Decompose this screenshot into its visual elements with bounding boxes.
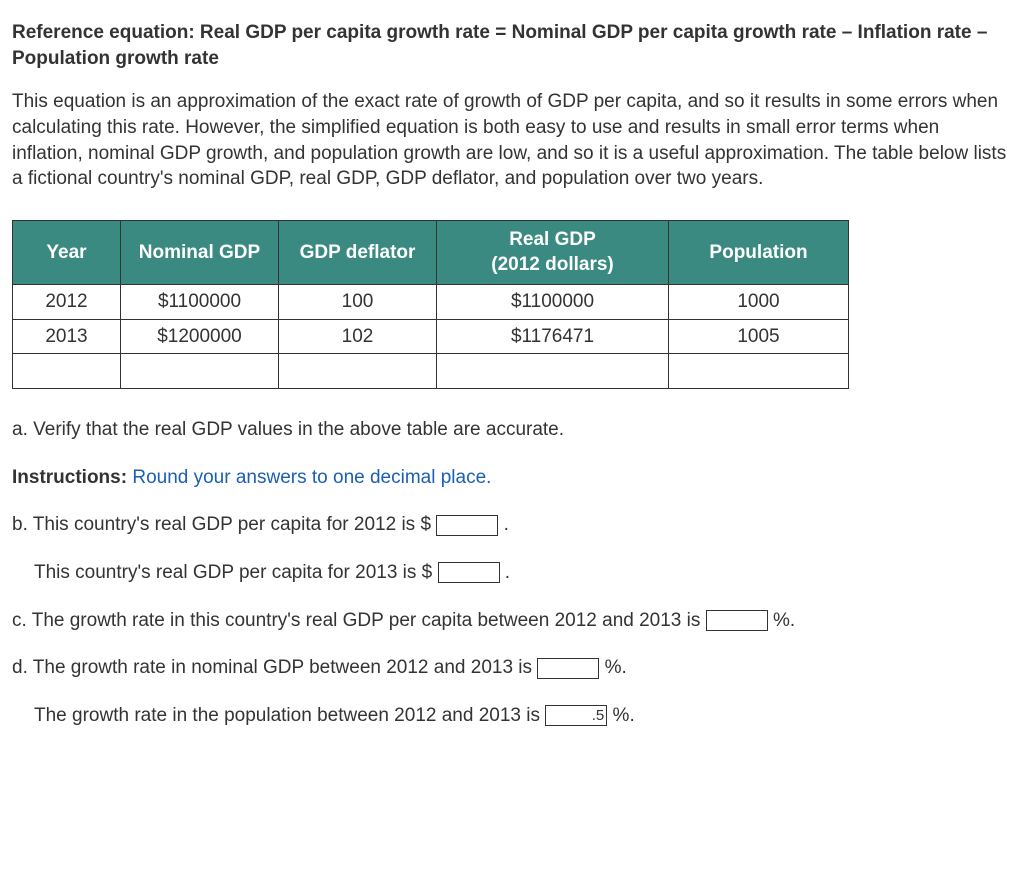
cell-real: $1176471 bbox=[437, 319, 669, 354]
question-c-pre: c. The growth rate in this country's rea… bbox=[12, 610, 706, 631]
table-header-row: Year Nominal GDP GDP deflator Real GDP (… bbox=[13, 220, 849, 284]
header-population: Population bbox=[669, 220, 849, 284]
question-b2-pre: This country's real GDP per capita for 2… bbox=[34, 562, 438, 583]
table-row: 2012 $1100000 100 $1100000 1000 bbox=[13, 285, 849, 320]
cell-pop: 1000 bbox=[669, 285, 849, 320]
cell-deflator: 102 bbox=[279, 319, 437, 354]
question-c-post: %. bbox=[768, 610, 795, 631]
header-deflator: GDP deflator bbox=[279, 220, 437, 284]
question-d2-post: %. bbox=[607, 705, 634, 726]
table-row-blank bbox=[13, 354, 849, 389]
input-b-2012[interactable] bbox=[436, 515, 498, 536]
cell-nominal: $1200000 bbox=[121, 319, 279, 354]
input-b-2013[interactable] bbox=[438, 562, 500, 583]
question-d2: The growth rate in the population betwee… bbox=[34, 703, 1012, 729]
input-d2[interactable]: .5 bbox=[545, 705, 607, 726]
question-b-post: . bbox=[498, 514, 509, 535]
header-real-line1: Real GDP bbox=[509, 229, 596, 250]
instructions-text: Round your answers to one decimal place. bbox=[127, 467, 491, 488]
question-d2-pre: The growth rate in the population betwee… bbox=[34, 705, 545, 726]
table-row: 2013 $1200000 102 $1176471 1005 bbox=[13, 319, 849, 354]
header-nominal: Nominal GDP bbox=[121, 220, 279, 284]
question-b2-post: . bbox=[500, 562, 511, 583]
input-d[interactable] bbox=[537, 658, 599, 679]
gdp-table: Year Nominal GDP GDP deflator Real GDP (… bbox=[12, 220, 849, 389]
cell-pop: 1005 bbox=[669, 319, 849, 354]
header-year: Year bbox=[13, 220, 121, 284]
cell-deflator: 100 bbox=[279, 285, 437, 320]
reference-equation: Reference equation: Real GDP per capita … bbox=[12, 20, 1012, 71]
cell-year: 2012 bbox=[13, 285, 121, 320]
description-paragraph: This equation is an approximation of the… bbox=[12, 89, 1012, 192]
cell-nominal: $1100000 bbox=[121, 285, 279, 320]
header-real: Real GDP (2012 dollars) bbox=[437, 220, 669, 284]
header-real-line2: (2012 dollars) bbox=[491, 254, 614, 275]
cell-year: 2013 bbox=[13, 319, 121, 354]
input-c[interactable] bbox=[706, 610, 768, 631]
question-a: a. Verify that the real GDP values in th… bbox=[12, 417, 1012, 443]
question-b2: This country's real GDP per capita for 2… bbox=[34, 560, 1012, 586]
question-d-pre: d. The growth rate in nominal GDP betwee… bbox=[12, 657, 537, 678]
question-b: b. This country's real GDP per capita fo… bbox=[12, 512, 1012, 538]
question-b-pre: b. This country's real GDP per capita fo… bbox=[12, 514, 436, 535]
question-d: d. The growth rate in nominal GDP betwee… bbox=[12, 655, 1012, 681]
question-d-post: %. bbox=[599, 657, 626, 678]
question-c: c. The growth rate in this country's rea… bbox=[12, 608, 1012, 634]
instructions-label: Instructions: bbox=[12, 467, 127, 488]
instructions: Instructions: Round your answers to one … bbox=[12, 465, 1012, 491]
cell-real: $1100000 bbox=[437, 285, 669, 320]
